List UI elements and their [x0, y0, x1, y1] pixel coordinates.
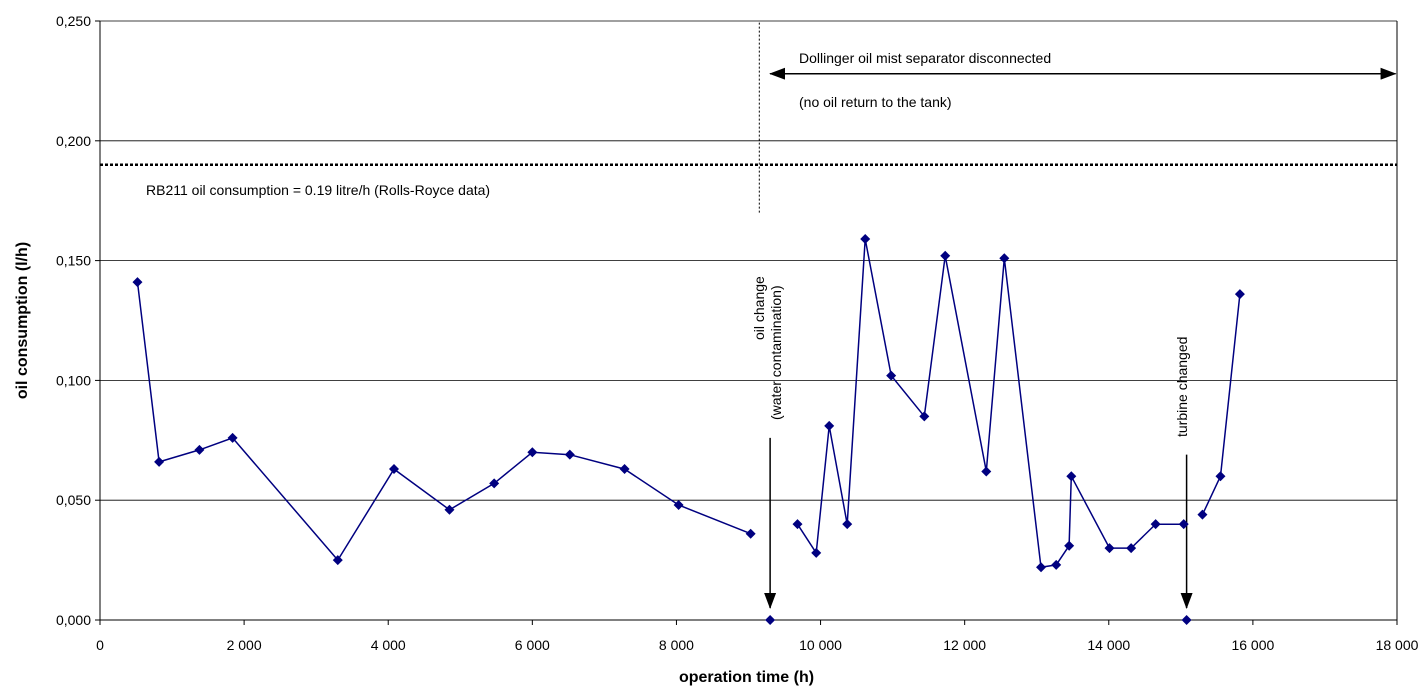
x-tick-label: 2 000 [227, 637, 262, 653]
data-point [132, 277, 143, 288]
x-axis-title: operation time (h) [679, 669, 814, 686]
event-label-line1: oil change [751, 276, 767, 340]
gridlines [95, 20, 1398, 625]
y-tick-label: 0,050 [56, 492, 91, 508]
data-point [860, 234, 871, 245]
data-point [673, 499, 684, 510]
x-tick-label: 18 000 [1376, 637, 1419, 653]
series-line [1201, 294, 1241, 515]
data-point [1178, 519, 1189, 530]
data-point [332, 555, 343, 566]
range-label-line2: (no oil return to the tank) [799, 94, 952, 110]
data-point [154, 456, 165, 467]
x-tick-label: 0 [96, 637, 104, 653]
data-point [999, 253, 1010, 264]
data-point [1051, 559, 1062, 570]
event-annotation-oil-change: oil change (water contamination) [751, 276, 784, 609]
data-point [1197, 509, 1208, 520]
plot-frame [99, 21, 1398, 621]
data-point [1036, 562, 1047, 573]
data-point [194, 444, 205, 455]
data-point [1181, 615, 1192, 625]
y-tick-label: 0,100 [56, 372, 91, 388]
y-axis-tick-labels: 0,000 0,050 0,100 0,150 0,200 0,250 [56, 13, 91, 628]
reference-line-label: RB211 oil consumption = 0.19 litre/h (Ro… [146, 182, 490, 198]
range-label-line1: Dollinger oil mist separator disconnecte… [799, 50, 1051, 66]
data-point [1215, 471, 1226, 482]
data-point [765, 615, 776, 625]
series-line [796, 238, 1184, 569]
event-label-line1: turbine changed [1174, 337, 1190, 437]
data-point [489, 478, 500, 489]
data-point [1064, 540, 1075, 551]
data-point [919, 411, 930, 422]
data-point [444, 504, 455, 515]
data-point [1234, 289, 1245, 300]
data-point [842, 519, 853, 530]
x-tick-label: 6 000 [515, 637, 550, 653]
data-point [1104, 543, 1115, 554]
x-tick-label: 16 000 [1231, 637, 1274, 653]
x-tick-label: 14 000 [1087, 637, 1130, 653]
data-point [227, 432, 238, 443]
data-point [388, 464, 399, 475]
data-point [619, 464, 630, 475]
data-point [564, 449, 575, 460]
data-point [886, 370, 897, 381]
y-tick-label: 0,150 [56, 253, 91, 269]
x-axis-tick-labels: 0 2 000 4 000 6 000 8 000 10 000 12 000 14 000 1… [96, 637, 1419, 653]
x-tick-label: 8 000 [659, 637, 694, 653]
data-point [1126, 543, 1137, 554]
x-tick-label: 10 000 [799, 637, 842, 653]
data-point [527, 447, 538, 458]
series-line [136, 282, 751, 562]
data-point [1066, 471, 1077, 482]
x-tick-label: 12 000 [943, 637, 986, 653]
data-series [132, 234, 1245, 625]
event-annotation-turbine-changed: turbine changed [1174, 337, 1193, 609]
data-point [811, 547, 822, 558]
y-tick-label: 0,250 [56, 13, 91, 29]
data-point [792, 519, 803, 530]
data-point [940, 250, 951, 261]
y-tick-label: 0,200 [56, 133, 91, 149]
data-point [745, 528, 756, 539]
y-tick-label: 0,000 [56, 612, 91, 628]
x-tick-label: 4 000 [371, 637, 406, 653]
data-point [1150, 519, 1161, 530]
y-axis-title: oil consumption (l/h) [14, 242, 31, 399]
data-point [981, 466, 992, 477]
data-point [824, 420, 835, 431]
event-label-line2: (water contamination) [768, 285, 784, 420]
